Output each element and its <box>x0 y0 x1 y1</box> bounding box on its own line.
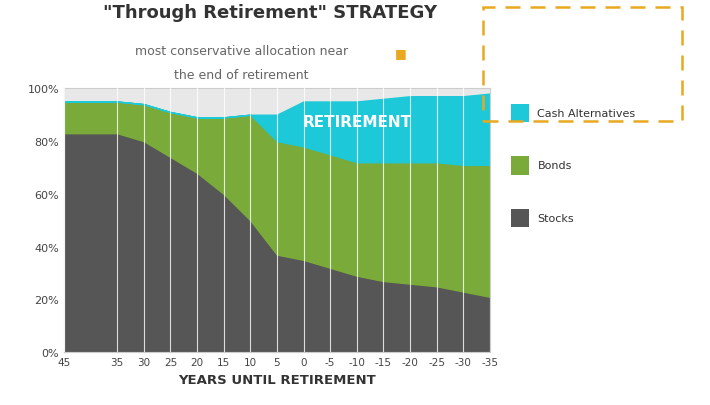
Text: RETIREMENT: RETIREMENT <box>302 115 411 130</box>
Text: Bonds: Bonds <box>537 161 572 171</box>
Text: most conservative allocation near: most conservative allocation near <box>135 45 348 58</box>
Text: the end of retirement: the end of retirement <box>174 69 309 82</box>
Text: "Through Retirement" STRATEGY: "Through Retirement" STRATEGY <box>103 4 437 22</box>
X-axis label: YEARS UNTIL RETIREMENT: YEARS UNTIL RETIREMENT <box>178 373 376 386</box>
Text: Stocks: Stocks <box>537 214 574 224</box>
Text: ■: ■ <box>395 47 407 60</box>
Text: Cash Alternatives: Cash Alternatives <box>537 109 635 118</box>
